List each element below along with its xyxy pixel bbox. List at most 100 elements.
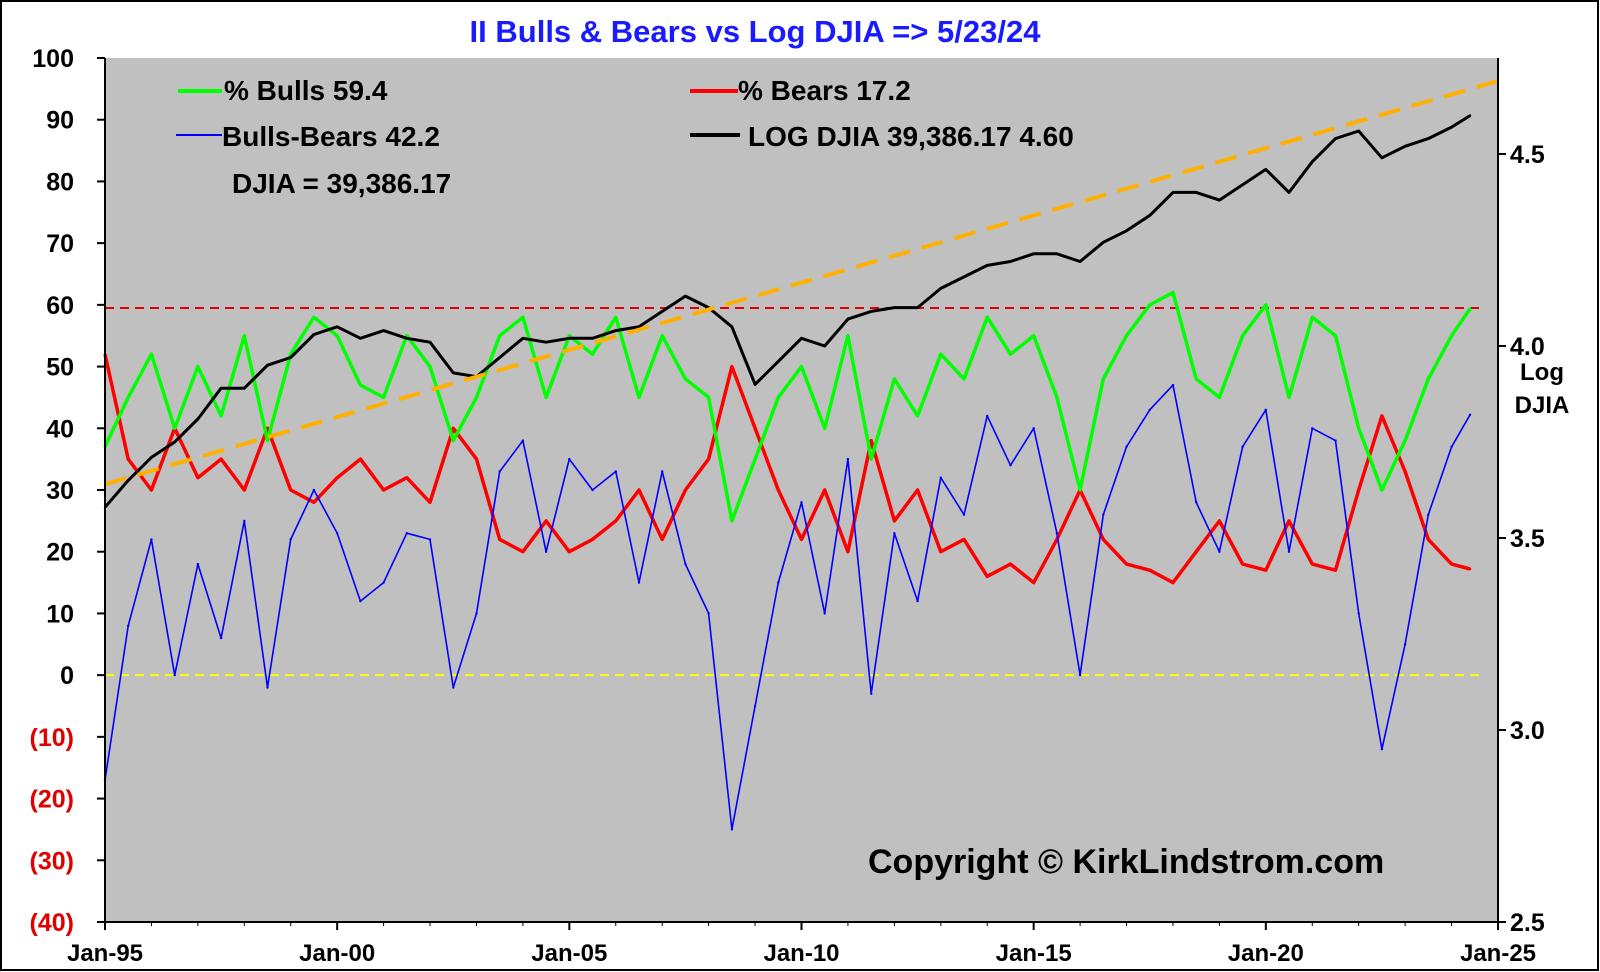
spread-point xyxy=(846,457,850,461)
spread-point xyxy=(916,599,919,603)
left-tick-label: 30 xyxy=(46,477,74,505)
spread-point xyxy=(1468,413,1472,416)
left-tick-label: (10) xyxy=(30,724,74,752)
spread-point xyxy=(498,470,501,473)
bulls-point xyxy=(544,396,548,399)
bears-point xyxy=(382,488,385,492)
right-axis-title-line1: Log xyxy=(1520,359,1564,386)
spread-point xyxy=(1403,643,1407,646)
legend-djia-text: DJIA = 39,386.17 xyxy=(232,168,451,199)
log-djia-point xyxy=(893,306,896,309)
bears-point xyxy=(1468,567,1472,571)
log-djia-point xyxy=(312,333,316,336)
log-djia-point xyxy=(359,337,362,340)
bears-point xyxy=(986,575,989,578)
bulls-point xyxy=(1427,377,1430,381)
left-tick-label: 90 xyxy=(46,107,74,135)
bears-point xyxy=(266,427,269,430)
right-tick-label: 4.0 xyxy=(1510,333,1545,361)
log-djia-point xyxy=(289,356,292,359)
log-djia-point xyxy=(544,341,548,344)
bulls-point xyxy=(382,396,385,399)
right-axis-title-line2: DJIA xyxy=(1515,392,1570,419)
bears-point xyxy=(196,476,200,479)
bears-point xyxy=(498,538,501,541)
bears-point xyxy=(1403,470,1407,473)
log-djia-point xyxy=(127,479,130,482)
log-djia-point xyxy=(266,364,269,367)
bears-point xyxy=(568,550,571,553)
bears-point xyxy=(1427,538,1430,541)
log-djia-point xyxy=(1427,137,1430,140)
spread-point xyxy=(1311,427,1314,430)
bulls-point xyxy=(777,396,780,399)
log-djia-point xyxy=(1380,156,1384,159)
bears-point xyxy=(1311,562,1314,566)
bears-point xyxy=(289,488,292,492)
bears-point xyxy=(243,488,246,492)
bulls-point xyxy=(150,353,153,356)
bulls-point xyxy=(173,427,176,430)
log-djia-point xyxy=(1078,260,1082,263)
spread-point xyxy=(1427,513,1430,516)
left-tick-label: 40 xyxy=(46,415,74,443)
bears-point xyxy=(707,457,710,461)
spread-point xyxy=(1102,513,1105,516)
bears-point xyxy=(1148,569,1152,572)
spread-point xyxy=(1032,427,1035,430)
bears-point xyxy=(312,501,316,504)
bears-point xyxy=(452,427,455,430)
spread-point xyxy=(870,692,873,695)
log-djia-point xyxy=(173,440,176,444)
bulls-point xyxy=(452,439,455,442)
left-tick-label: 10 xyxy=(46,600,74,628)
bears-point xyxy=(1450,562,1453,566)
log-djia-point xyxy=(637,325,641,328)
left-tick-label: (20) xyxy=(30,786,74,814)
bulls-point xyxy=(498,334,501,337)
bulls-point xyxy=(986,316,989,319)
x-tick-label: Jan-00 xyxy=(299,940,375,967)
bulls-point xyxy=(568,334,571,337)
spread-point xyxy=(1357,612,1360,615)
bears-point xyxy=(753,427,757,430)
log-djia-point xyxy=(1055,252,1059,255)
left-tick-label: (40) xyxy=(30,909,74,937)
bulls-point xyxy=(1102,377,1105,381)
spread-point xyxy=(986,414,989,418)
bulls-point xyxy=(1195,377,1198,381)
log-djia-line xyxy=(103,114,1471,509)
bears-line xyxy=(103,353,1471,585)
left-tick-label: 20 xyxy=(46,539,74,567)
left-tick-label: (30) xyxy=(30,847,74,875)
bears-point xyxy=(1287,519,1291,523)
spread-point xyxy=(568,457,571,461)
spread-point xyxy=(1195,501,1198,504)
log-djia-point xyxy=(800,337,803,340)
spread-point xyxy=(521,439,525,442)
bulls-point xyxy=(1287,396,1291,399)
spread-point xyxy=(382,581,385,584)
right-tick-label: 3.5 xyxy=(1510,525,1545,553)
log-djia-point xyxy=(1403,145,1407,148)
log-djia-point xyxy=(1264,168,1268,171)
spread-point xyxy=(939,476,942,479)
bears-point xyxy=(1241,562,1244,566)
spread-point xyxy=(1241,445,1244,448)
bulls-point xyxy=(1171,291,1175,294)
bulls-point xyxy=(846,334,850,337)
spread-point xyxy=(243,519,246,523)
bears-point xyxy=(1357,488,1360,492)
bulls-point xyxy=(243,334,246,337)
log-djia-point xyxy=(568,337,571,340)
bulls-point xyxy=(312,316,316,319)
bulls-point xyxy=(1218,396,1221,399)
log-djia-point xyxy=(753,383,757,386)
bulls-point xyxy=(1032,334,1035,337)
spread-point xyxy=(196,562,200,566)
bears-point xyxy=(1009,562,1012,566)
spread-point xyxy=(753,704,757,708)
